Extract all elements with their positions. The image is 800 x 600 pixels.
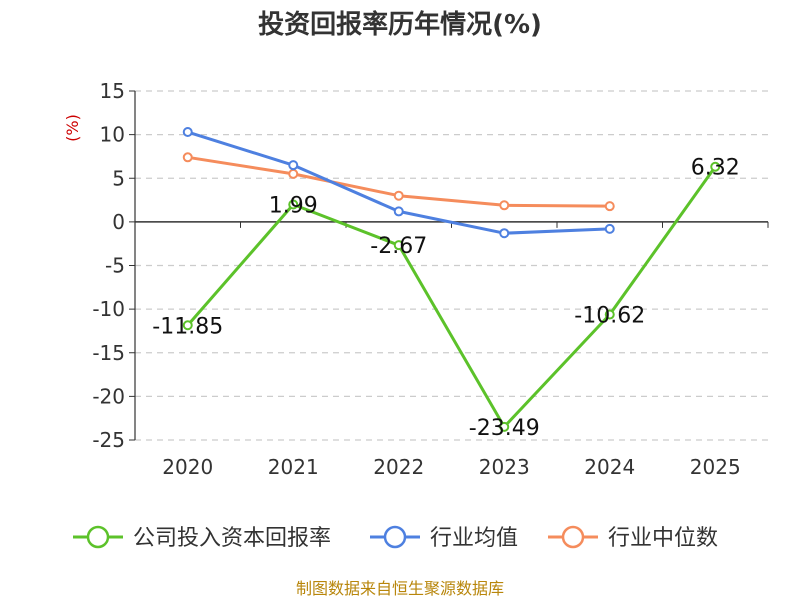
chart-title: 投资回报率历年情况(%)	[258, 9, 542, 40]
y-tick-label: 5	[112, 166, 125, 190]
data-point[interactable]	[604, 309, 615, 320]
legend-item-0[interactable]: 公司投入资本回报率	[73, 525, 331, 551]
data-point[interactable]	[182, 127, 193, 138]
data-point[interactable]	[499, 200, 510, 211]
legend-item-2[interactable]: 行业中位数	[548, 525, 718, 551]
data-label: -11.85	[152, 314, 223, 339]
y-axis-unit: (%)	[63, 114, 82, 142]
data-label: -23.49	[469, 416, 540, 441]
x-tick-label: 2024	[584, 455, 635, 479]
data-label: 6.32	[691, 156, 740, 181]
data-labels: -11.85 1.99 -2.67 -23.49 -10.62 6.32	[152, 156, 739, 441]
data-point[interactable]	[499, 228, 510, 239]
source-note: 制图数据来自恒生聚源数据库	[296, 579, 504, 598]
series-line-0	[186, 165, 717, 429]
data-label: -10.62	[574, 304, 645, 329]
y-tick-label: 0	[112, 210, 125, 234]
data-point[interactable]	[710, 161, 721, 172]
legend-marker	[86, 525, 110, 549]
y-tick-label: -20	[92, 384, 125, 408]
y-tick-label: 15	[100, 79, 125, 103]
axes: 15 10 5 0 -5 -10 -15 -20 -25 2020 2021 2022 2023 2024…	[92, 79, 769, 479]
data-point[interactable]	[288, 199, 299, 210]
x-tick-label: 2023	[479, 455, 530, 479]
y-tick-label: -5	[105, 254, 125, 278]
legend[interactable]: 公司投入资本回报率 行业均值 行业中位数	[73, 525, 718, 551]
y-tick-label: -25	[92, 428, 125, 452]
x-tick-label: 2021	[268, 455, 319, 479]
data-point[interactable]	[288, 168, 299, 179]
y-tick-label: 10	[100, 123, 125, 147]
legend-label: 公司投入资本回报率	[133, 526, 331, 551]
data-point[interactable]	[604, 223, 615, 234]
x-tick-label: 2022	[373, 455, 424, 479]
data-label: -2.67	[370, 234, 427, 259]
data-point[interactable]	[604, 201, 615, 212]
data-point[interactable]	[393, 240, 404, 251]
legend-marker	[561, 525, 585, 549]
data-point[interactable]	[288, 160, 299, 171]
data-point[interactable]	[393, 190, 404, 201]
data-point[interactable]	[499, 421, 510, 432]
legend-label: 行业均值	[430, 526, 518, 551]
x-tick-label: 2025	[690, 455, 741, 479]
y-tick-label: -10	[92, 297, 125, 321]
series-line-1	[187, 130, 610, 235]
series-lines	[182, 127, 721, 432]
x-tick-label: 2020	[162, 455, 213, 479]
y-tick-label: -15	[92, 341, 125, 365]
grid-lines	[135, 90, 768, 441]
data-point[interactable]	[182, 320, 193, 331]
data-label: 1.99	[269, 194, 318, 219]
legend-item-1[interactable]: 行业均值	[370, 525, 518, 551]
legend-marker	[383, 525, 407, 549]
data-point[interactable]	[393, 206, 404, 217]
legend-label: 行业中位数	[608, 526, 718, 551]
data-point[interactable]	[182, 152, 193, 163]
